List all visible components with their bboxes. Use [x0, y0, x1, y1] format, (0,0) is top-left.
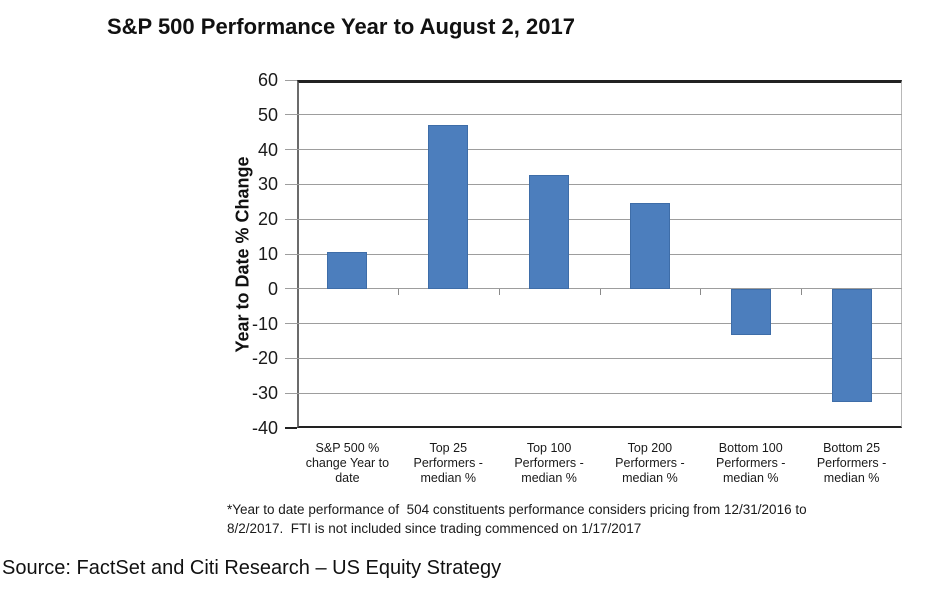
- x-category-label-line: change Year to: [305, 456, 390, 470]
- x-category-label: Top 100 Performers - median %: [497, 441, 601, 486]
- x-category-label-line: median %: [823, 471, 880, 485]
- gridline: [297, 253, 902, 255]
- gridline: [297, 218, 902, 220]
- x-category-label: Top 25 Performers - median %: [396, 441, 500, 486]
- x-category-label-line: Top 100: [526, 441, 572, 455]
- y-tick-label: -40: [251, 418, 278, 438]
- gridline: [297, 323, 902, 325]
- y-axis-tick: [285, 427, 297, 429]
- bar-6: [831, 288, 872, 402]
- x-axis-tick: [700, 288, 702, 295]
- x-category-label: Top 200 Performers - median %: [598, 441, 702, 486]
- x-category-label-line: median %: [722, 471, 779, 485]
- x-category-label-line: Performers -: [816, 456, 887, 470]
- y-axis-tick: [285, 79, 297, 81]
- y-tick-label: 40: [257, 139, 278, 160]
- footnote-line: 8/2/2017. FTI is not included since trad…: [227, 520, 642, 536]
- x-category-label-line: Performers -: [716, 456, 786, 470]
- x-category-label: Bottom 100 Performers - median %: [699, 441, 803, 486]
- y-axis-tick: [285, 183, 297, 185]
- y-tick-label: 30: [257, 174, 278, 195]
- x-category-label-line: median %: [622, 471, 678, 485]
- x-axis-tick: [599, 288, 601, 295]
- x-category-label-line: Top 25: [429, 441, 468, 455]
- footnote: *Year to date performance of 504 constit…: [227, 501, 807, 538]
- x-category-label-line: Bottom 25: [823, 441, 881, 455]
- x-category-label-line: Top 200: [627, 441, 673, 455]
- y-tick-label: 10: [257, 244, 278, 264]
- y-axis-tick: [285, 323, 297, 325]
- x-category-label-line: Performers -: [413, 456, 483, 470]
- y-tick-label: -10: [251, 313, 278, 334]
- y-axis-tick: [285, 288, 297, 290]
- x-category-label-line: median %: [521, 471, 577, 485]
- x-axis-tick: [498, 288, 500, 295]
- x-axis-tick: [801, 288, 803, 295]
- gridline: [297, 114, 902, 116]
- bar-2: [428, 125, 469, 289]
- gridline: [297, 183, 902, 185]
- x-category-label-line: date: [335, 471, 360, 485]
- y-tick-label: 50: [257, 104, 278, 125]
- y-axis-tick: [285, 392, 297, 394]
- y-axis-tick: [285, 114, 297, 116]
- y-tick-label: 20: [257, 209, 278, 230]
- chart-title: S&P 500 Performance Year to August 2, 20…: [107, 14, 575, 39]
- x-category-label-line: Performers -: [615, 456, 685, 470]
- y-axis-tick: [285, 357, 297, 359]
- footnote-line: *Year to date performance of 504 constit…: [227, 502, 807, 517]
- x-category-label-line: S&P 500 %: [315, 441, 380, 455]
- bar-5: [730, 288, 771, 336]
- x-category-label: Bottom 25 Performers - median %: [800, 441, 904, 486]
- gridline: [297, 149, 902, 151]
- bar-4: [629, 203, 670, 289]
- y-tick-label: 0: [267, 278, 278, 299]
- bar-3: [529, 175, 570, 289]
- x-category-label-line: median %: [420, 471, 477, 485]
- y-axis-tick: [285, 149, 297, 151]
- source-line: Source: FactSet and Citi Research – US E…: [2, 557, 502, 579]
- x-category-label-line: Bottom 100: [718, 441, 783, 455]
- gridline: [297, 392, 902, 394]
- y-tick-label: 60: [257, 70, 278, 90]
- x-category-label-line: Performers -: [514, 456, 584, 470]
- x-category-label: S&P 500 % change Year to date: [295, 441, 399, 486]
- bar-1: [327, 251, 368, 289]
- y-tick-label: -20: [251, 348, 278, 369]
- x-axis-tick: [397, 288, 399, 295]
- gridline: [297, 357, 902, 359]
- y-tick-label: -30: [251, 383, 278, 404]
- y-axis-tick: [285, 253, 297, 255]
- y-axis-tick: [285, 218, 297, 220]
